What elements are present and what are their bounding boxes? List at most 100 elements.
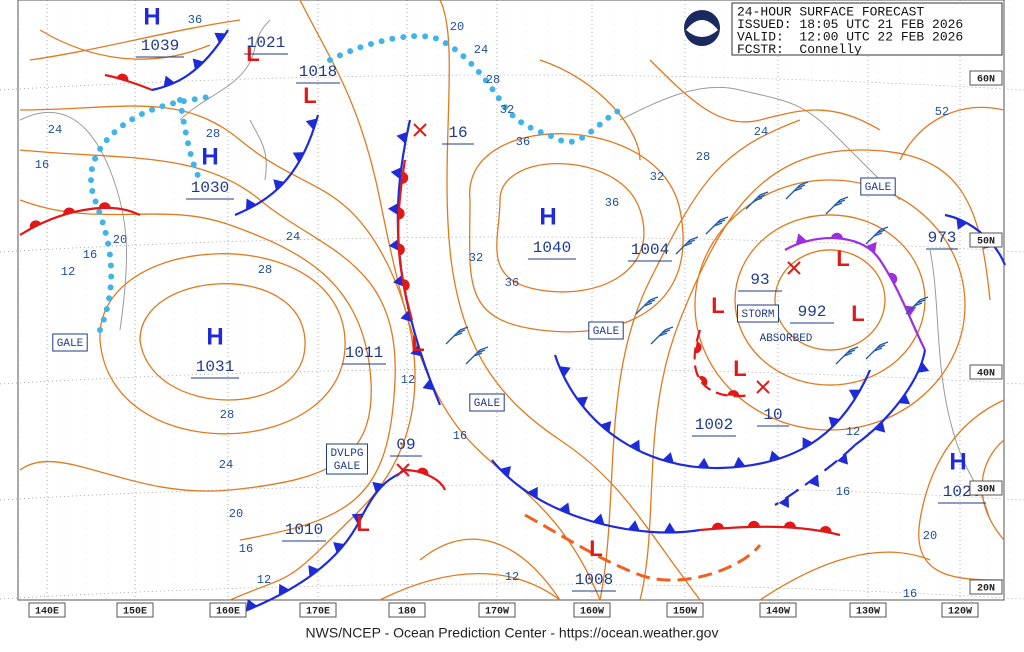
lon-label-box — [478, 602, 516, 618]
coastline — [249, 119, 267, 181]
lat-label-box — [969, 364, 1003, 380]
front-semicircle — [747, 520, 760, 528]
isobar — [539, 59, 641, 161]
cold-front — [553, 354, 872, 470]
center-x — [756, 380, 770, 394]
center-pressure: 973 — [928, 229, 957, 247]
isobar-label: 52 — [935, 105, 949, 119]
header-line: FCSTR: Connelly — [737, 42, 862, 57]
low-pressure: 1011 — [345, 344, 383, 362]
center-x — [787, 261, 801, 275]
low-pressure: 1002 — [695, 416, 733, 434]
front-triangle — [592, 513, 605, 525]
high-pressure: 1030 — [191, 179, 229, 197]
front-triangle — [576, 396, 588, 408]
isobar — [29, 19, 241, 61]
fronts — [19, 29, 1007, 617]
isobar-label: 12 — [846, 425, 860, 439]
isobar — [19, 149, 396, 541]
front-triangle — [802, 437, 813, 449]
isobar-label: 20 — [113, 233, 127, 247]
front-triangle — [214, 32, 226, 44]
front-triangle — [917, 361, 930, 373]
wind-barb — [825, 196, 849, 215]
isobar-label: 16 — [239, 542, 253, 556]
front-semicircle — [398, 243, 405, 256]
front-triangle — [898, 393, 911, 405]
front-triangle — [292, 152, 305, 163]
lon-label: 160E — [216, 607, 240, 618]
high-symbol: H — [206, 323, 223, 350]
low-symbol: L — [303, 83, 316, 108]
low-symbol: L — [711, 293, 724, 318]
header-frame — [731, 2, 1003, 56]
wind-barb — [745, 191, 769, 210]
front-triangle — [245, 198, 257, 211]
isobar — [379, 572, 561, 601]
front-triangle — [390, 167, 402, 180]
front-triangle — [778, 496, 790, 509]
cold-front — [491, 459, 701, 534]
front-triangle — [559, 366, 571, 378]
isobar-label: 12 — [505, 570, 519, 584]
warm-front — [693, 329, 751, 398]
front-triangle — [662, 452, 674, 464]
wind-barb — [465, 346, 489, 365]
isobar — [759, 551, 931, 601]
low-symbol: L — [589, 536, 602, 561]
isobar-label: 20 — [450, 20, 464, 34]
low-symbol: L — [356, 511, 369, 536]
low-pressure: 1008 — [575, 571, 613, 589]
lat-label-box — [969, 480, 1003, 496]
center-x — [413, 123, 427, 137]
isobar-label: 36 — [188, 13, 202, 27]
lat-label-box — [969, 579, 1003, 595]
lon-label: 120W — [948, 607, 972, 618]
warning-box — [736, 304, 780, 323]
lon-label-box — [666, 602, 704, 618]
isobar — [649, 59, 881, 131]
front-semicircle — [694, 341, 702, 354]
noaa-logo-bird — [686, 20, 718, 37]
parallel — [0, 74, 1024, 91]
isobar — [468, 133, 684, 333]
isobar-label: 12 — [257, 573, 271, 587]
footer: NWS/NCEP - Ocean Prediction Center - htt… — [306, 625, 719, 641]
low-pressure: 1021 — [247, 34, 285, 52]
high-pressure: 1039 — [141, 37, 179, 55]
isobar-label: 24 — [48, 123, 62, 137]
lat-label: 20N — [977, 584, 995, 595]
front-triangle — [558, 502, 571, 514]
lon-label-box — [28, 602, 66, 618]
warning-text: GALE — [334, 461, 361, 473]
low-symbol: L — [836, 246, 849, 271]
occ-front — [784, 236, 926, 351]
warning-text: GALE — [593, 326, 620, 338]
lon-label: 160W — [580, 607, 604, 618]
front-triangle — [192, 58, 204, 70]
high-pressure: 1040 — [533, 239, 571, 257]
front-triangle — [600, 420, 612, 433]
warning-text: DVLPG — [330, 448, 363, 460]
center-pressure: 10 — [763, 406, 782, 424]
front-triangle — [956, 218, 968, 230]
front-triangle — [697, 457, 710, 468]
isobar-label: 16 — [83, 248, 97, 262]
isobar-label: 20 — [229, 507, 243, 521]
lon-label-box — [849, 602, 887, 618]
front-triangle — [396, 131, 408, 144]
lat-label-box — [969, 232, 1003, 248]
isobar-label: 16 — [903, 587, 917, 601]
isobar — [139, 283, 306, 401]
front-triangle — [400, 310, 412, 322]
wind-barb — [865, 341, 889, 360]
header-line: ISSUED: 18:05 UTC 21 FEB 2026 — [737, 17, 963, 32]
lon-label: 150E — [123, 607, 147, 618]
isobar — [899, 106, 1005, 161]
warning-box — [588, 321, 624, 340]
front-semicircle — [783, 521, 796, 528]
low-pressure: 1018 — [299, 63, 337, 81]
isobar-label: 24 — [474, 43, 488, 57]
low-pressure: 992 — [798, 303, 827, 321]
